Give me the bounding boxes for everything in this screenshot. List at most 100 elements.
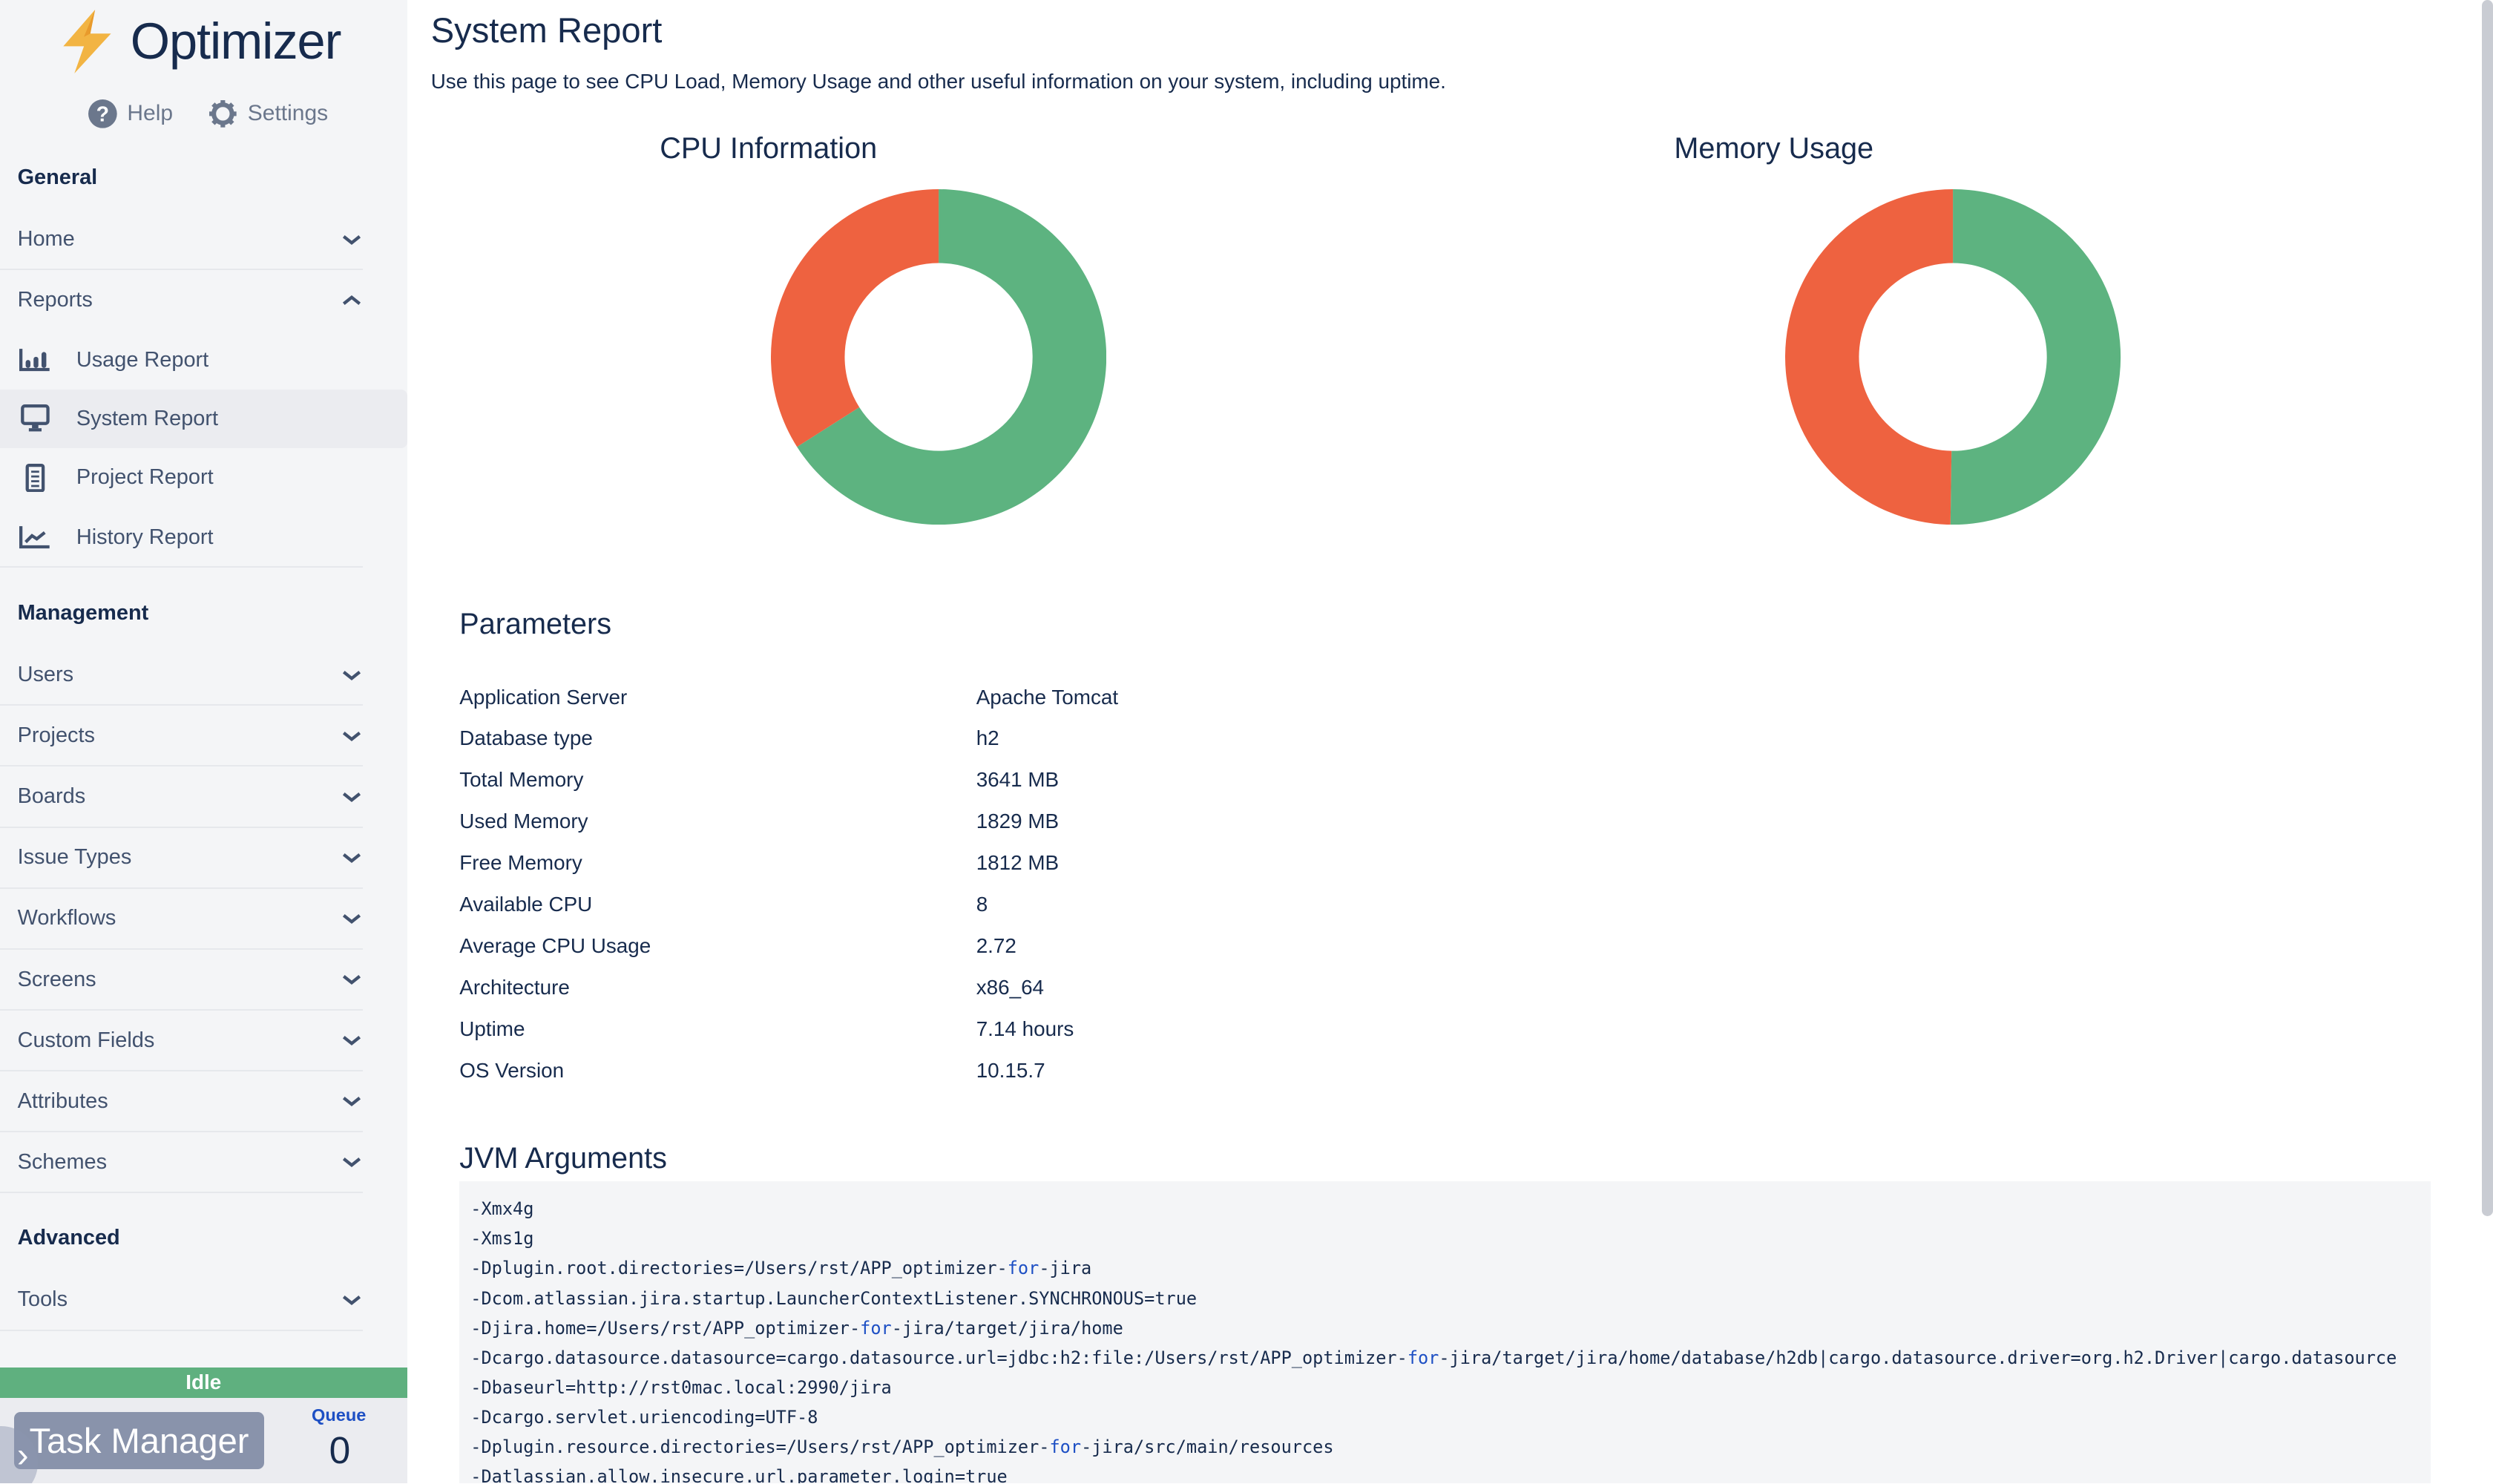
donut-slice-0[interactable]: [797, 188, 1107, 525]
sidebar-item-reports[interactable]: Reports: [0, 270, 363, 330]
cpu-chart-title: CPU Information: [660, 131, 878, 165]
parameter-name: Architecture: [459, 976, 570, 999]
chevron-down-icon: [342, 1036, 361, 1046]
parameter-value: 1812 MB: [976, 851, 1060, 875]
parameter-value: x86_64: [976, 976, 1045, 999]
sidebar-item-boards[interactable]: Boards: [0, 767, 363, 828]
jvm-argument-line: -Dcargo.datasource.datasource=cargo.data…: [470, 1347, 2397, 1368]
parameter-name: Used Memory: [459, 810, 588, 833]
parameter-row: Application Server Apache Tomcat: [459, 686, 1118, 709]
chevron-down-icon: [342, 670, 361, 680]
sidebar-item-project-report[interactable]: Project Report: [0, 448, 407, 507]
sidebar-item-home[interactable]: Home: [0, 210, 363, 271]
settings-label: Settings: [247, 101, 329, 126]
parameter-name: Available CPU: [459, 893, 593, 916]
sidebar-item-projects[interactable]: Projects: [0, 706, 363, 767]
parameter-value: Apache Tomcat: [976, 685, 1119, 709]
help-link[interactable]: ? Help: [88, 99, 173, 129]
jvm-argument-line: -Dcom.atlassian.jira.startup.LauncherCon…: [470, 1287, 1198, 1309]
sidebar-item-issue-types[interactable]: Issue Types: [0, 828, 363, 889]
sidebar-item-system-report[interactable]: System Report: [0, 390, 407, 449]
chevron-down-icon: [342, 975, 361, 985]
chevron-down-icon: [342, 1097, 361, 1107]
parameter-value: 10.15.7: [976, 1058, 1045, 1082]
parameter-value: 2.72: [976, 934, 1016, 958]
jvm-argument-line: -Djira.home=/Users/rst/APP_optimizer-for…: [470, 1317, 1123, 1339]
sidebar-item-schemes[interactable]: Schemes: [0, 1133, 363, 1193]
donut-slice-0[interactable]: [1951, 188, 2121, 525]
parameter-row: Database type h2: [459, 726, 999, 750]
item-label: Boards: [17, 784, 86, 809]
parameter-name: OS Version: [459, 1058, 565, 1082]
monitor-icon: [20, 404, 50, 432]
sidebar-item-screens[interactable]: Screens: [0, 950, 363, 1011]
document-icon: [25, 463, 45, 493]
task-manager-panel: Task Manager Queue 0 ›: [0, 1397, 407, 1484]
sidebar-item-attributes[interactable]: Attributes: [0, 1072, 363, 1132]
chevron-down-icon: [342, 234, 361, 245]
task-status-bar: Idle: [0, 1367, 407, 1398]
parameter-row: OS Version 10.15.7: [459, 1059, 1045, 1083]
parameter-row: Available CPU 8: [459, 893, 988, 916]
item-label: Workflows: [17, 906, 116, 930]
settings-link[interactable]: Settings: [208, 99, 328, 129]
item-label: Custom Fields: [17, 1028, 155, 1052]
item-label: Issue Types: [17, 845, 132, 870]
parameter-row: Architecture x86_64: [459, 976, 1044, 999]
parameter-row: Total Memory 3641 MB: [459, 768, 1059, 792]
sidebar: Optimizer ? Help Settings General Home Re…: [0, 0, 407, 1484]
sidebar-item-workflows[interactable]: Workflows: [0, 889, 363, 950]
item-label: Home: [17, 227, 75, 252]
parameter-row: Free Memory 1812 MB: [459, 851, 1059, 875]
task-manager-button[interactable]: Task Manager: [14, 1411, 264, 1469]
section-advanced: Advanced: [17, 1226, 120, 1250]
help-label: Help: [127, 101, 174, 126]
logo[interactable]: Optimizer: [60, 8, 341, 75]
cpu-donut-chart: [771, 188, 1107, 525]
jvm-argument-line: -Xms1g: [470, 1228, 534, 1250]
chevron-down-icon: [342, 792, 361, 802]
item-label: Attributes: [17, 1089, 108, 1113]
chevron-down-icon: [342, 1158, 361, 1168]
parameter-value: 3641 MB: [976, 768, 1060, 792]
parameter-row: Average CPU Usage 2.72: [459, 934, 1016, 958]
main-content: System Report Use this page to see CPU L…: [430, 0, 2482, 1484]
donut-slice-1[interactable]: [1785, 188, 1954, 525]
donut-slice-1[interactable]: [771, 188, 939, 447]
parameter-value: h2: [976, 726, 999, 750]
sidebar-item-tools[interactable]: Tools: [0, 1270, 363, 1331]
bar-chart-icon: [19, 349, 50, 372]
chevron-down-icon: [342, 731, 361, 741]
jvm-argument-line: -Xmx4g: [470, 1198, 534, 1220]
sidebar-item-history-report[interactable]: History Report: [0, 509, 363, 568]
item-label: Project Report: [76, 465, 214, 490]
item-label: Reports: [17, 288, 93, 312]
jvm-arguments-block: -Xmx4g -Xms1g -Dplugin.root.directories=/U…: [459, 1181, 2431, 1484]
parameter-name: Database type: [459, 726, 593, 750]
sidebar-item-usage-report[interactable]: Usage Report: [0, 331, 407, 390]
page-description: Use this page to see CPU Load, Memory Us…: [430, 70, 1446, 93]
svg-text:?: ?: [96, 102, 108, 126]
jvm-argument-line: -Dplugin.resource.directories=/Users/rst…: [470, 1436, 1334, 1457]
jvm-argument-line: -Dcargo.servlet.uriencoding=UTF-8: [470, 1406, 818, 1428]
scrollbar[interactable]: [2482, 0, 2493, 1217]
jvm-argument-line: -Datlassian.allow.insecure.url.parameter…: [470, 1465, 1008, 1484]
item-label: Users: [17, 663, 74, 687]
memory-donut-chart: [1785, 188, 2121, 525]
item-label: Schemes: [17, 1149, 108, 1174]
item-label: Projects: [17, 723, 95, 748]
lightning-icon: [63, 9, 111, 73]
sidebar-item-custom-fields[interactable]: Custom Fields: [0, 1011, 363, 1071]
item-label: History Report: [76, 525, 214, 549]
parameter-row: Used Memory 1829 MB: [459, 810, 1059, 833]
parameter-name: Free Memory: [459, 851, 582, 875]
page-title: System Report: [430, 10, 663, 50]
queue-label: Queue: [312, 1405, 367, 1425]
item-label: System Report: [76, 407, 219, 431]
queue-count: 0: [329, 1428, 351, 1472]
parameter-value: 7.14 hours: [976, 1017, 1074, 1040]
sidebar-item-users[interactable]: Users: [0, 646, 363, 706]
parameter-name: Uptime: [459, 1017, 525, 1040]
gear-icon: [209, 99, 237, 128]
jvm-argument-line: -Dplugin.root.directories=/Users/rst/APP…: [470, 1258, 1092, 1279]
